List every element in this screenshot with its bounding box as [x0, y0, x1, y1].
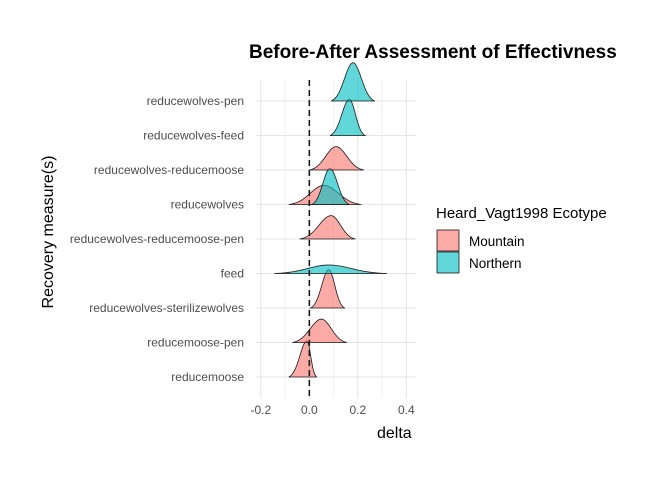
chart-title: Before-After Assessment of Effectivness: [249, 42, 617, 63]
y-tick-label: reducewolves-feed: [143, 129, 244, 143]
density-ridge-mountain-reducewolves-sterilizewolves: [309, 269, 346, 309]
density-ridges: [274, 62, 387, 378]
y-tick-label: reducewolves-pen: [147, 94, 244, 108]
density-ridge-northern-reducewolves-feed: [329, 98, 367, 136]
y-tick-label: reducewolves-sterilizewolves: [89, 301, 244, 315]
legend-title: Heard_Vagt1998 Ecotype: [436, 205, 607, 222]
density-ridge-northern-reducewolves: [311, 167, 350, 205]
density-ridge-mountain-reducewolves-reducemoose-pen: [299, 215, 356, 240]
density-ridge-mountain-reducemoose-pen: [292, 318, 348, 343]
legend-swatch-mountain: [436, 229, 460, 252]
y-axis-title: Recovery measure(s): [40, 156, 57, 309]
y-tick-label: reducewolves: [171, 198, 244, 212]
legend-swatch-northern: [436, 251, 460, 274]
x-tick-label: 0.2: [349, 403, 366, 417]
legend-label-northern: Northern: [469, 256, 522, 271]
x-tick-label: 0.4: [398, 403, 415, 417]
x-tick-labels: -0.2 0.0 0.2 0.4: [251, 403, 415, 417]
density-ridge-mountain-reducemoose: [288, 340, 318, 378]
y-tick-label: reducemoose-pen: [147, 336, 244, 350]
density-ridge-northern-feed: [274, 264, 387, 274]
density-ridge-northern-reducewolves-pen: [330, 62, 375, 102]
x-tick-label: 0.0: [301, 403, 318, 417]
y-tick-label: feed: [221, 267, 244, 281]
x-tick-label: -0.2: [251, 403, 272, 417]
y-tick-labels: reducemoose reducemoose-pen reducewolves-s…: [70, 94, 244, 384]
legend: Heard_Vagt1998 Ecotype Mountain Northern: [436, 205, 607, 274]
density-ridge-mountain-reducewolves-reducemoose: [309, 146, 364, 171]
x-axis-title: delta: [377, 425, 412, 442]
y-tick-label: reducewolves-reducemoose: [94, 163, 244, 177]
y-tick-label: reducewolves-reducemoose-pen: [70, 232, 244, 246]
legend-label-mountain: Mountain: [469, 234, 525, 249]
y-tick-label: reducemoose: [171, 370, 244, 384]
